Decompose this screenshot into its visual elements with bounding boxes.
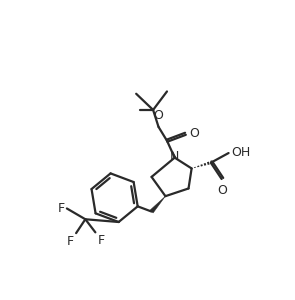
Text: O: O — [217, 184, 227, 197]
Text: N: N — [170, 150, 179, 163]
Text: O: O — [189, 127, 199, 140]
Text: F: F — [67, 235, 74, 248]
Text: OH: OH — [231, 146, 250, 159]
Text: O: O — [153, 109, 163, 122]
Text: F: F — [98, 234, 105, 247]
Text: F: F — [58, 202, 65, 215]
Polygon shape — [150, 196, 165, 213]
